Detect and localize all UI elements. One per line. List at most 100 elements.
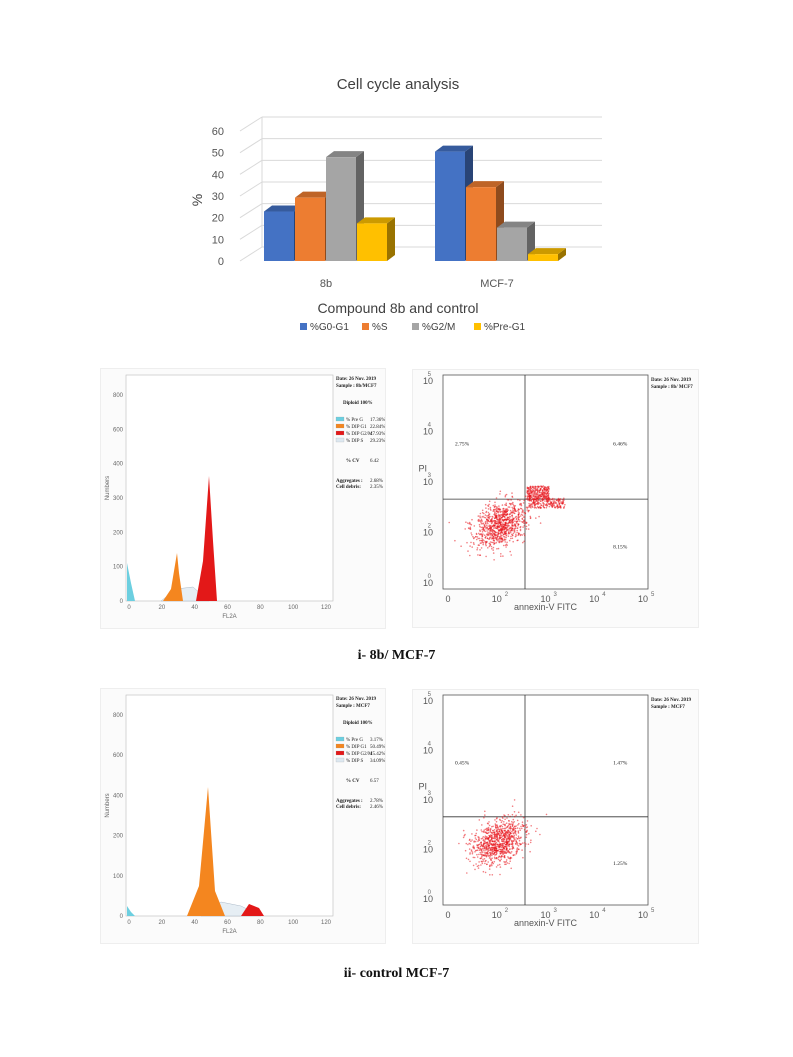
phase-value: 50.49% (370, 745, 385, 750)
bar-front (357, 223, 387, 261)
phase-swatch (335, 750, 345, 756)
phase-label: % DIP S (346, 439, 364, 444)
x-tick-exponent: 4 (602, 908, 606, 914)
svg-text:10: 10 (492, 594, 502, 604)
phase-value: 34.09% (370, 759, 385, 764)
y-tick-exponent: 4 (428, 742, 432, 748)
y-tick-label: 0 (218, 256, 224, 268)
dna-histogram-panel-control: 0 100 200 400 600 800 0 20 40 60 80 100 120 Numbers FL… (100, 688, 386, 944)
y-tick-label: 800 (113, 393, 124, 399)
event-cloud (448, 485, 566, 561)
quadrant-upper-right-value: 1.47% (613, 760, 628, 766)
x-tick-label: 0 (127, 920, 131, 926)
phase-value: 22.84% (370, 425, 385, 430)
y-tick-label: 100 (113, 874, 124, 880)
cell-debris-label: Cell debris: (336, 485, 361, 490)
y-axis-title: % (189, 194, 205, 206)
grid-line-diagonal (239, 224, 263, 240)
phase-value: 47.93% (370, 432, 385, 437)
dna-histogram-panel-8b: 0 100 200 300 400 600 800 0 20 40 60 80 100 120 Number… (100, 368, 386, 629)
aggregates-value: 2.78% (370, 799, 383, 804)
y-tick-label: 0 (120, 599, 124, 605)
sample-label: Sample : MCF7 (336, 704, 370, 709)
phase-swatch (335, 437, 345, 443)
phase-value: 3.17% (370, 738, 383, 743)
y-tick-label: 10 (212, 234, 224, 246)
y-tick-label: 600 (113, 427, 124, 433)
pre-g-peak (127, 563, 135, 601)
bar-top (497, 221, 535, 228)
chart-legend: %G0-G1 %S %G2/M %Pre-G1 (300, 322, 526, 333)
grid-line-diagonal (239, 159, 263, 175)
x-tick-exponent: 2 (505, 592, 509, 598)
bar-mcf-7-preg1 (528, 248, 566, 261)
svg-text:0: 0 (445, 910, 450, 920)
sample-label: Sample : 8b/ MCF7 (651, 385, 693, 390)
plot-area (442, 694, 649, 906)
cv-value: 6.57 (370, 779, 379, 784)
grid-line-diagonal (239, 181, 263, 197)
svg-text:10: 10 (589, 910, 599, 920)
aggregates-value: 2.68% (370, 479, 383, 484)
chart-title: Cell cycle analysis (337, 76, 460, 93)
y-tick-exponent: 2 (428, 841, 432, 847)
quadrant-lower-right-value: 8.15% (613, 544, 628, 550)
dip-g2m-peak (241, 904, 264, 916)
chart-y-ticks: 0 10 20 30 40 50 60 (212, 126, 224, 268)
aggregates-label: Aggregates : (336, 479, 363, 484)
bar-front (264, 211, 294, 261)
bar-front (528, 254, 558, 261)
bar-top (466, 181, 504, 188)
svg-text:10: 10 (423, 376, 433, 386)
caption-bottom: ii- control MCF-7 (343, 966, 450, 981)
phase-value: 17.36% (370, 418, 385, 423)
x-tick-exponent: 3 (554, 592, 558, 598)
x-tick-label: 60 (224, 920, 231, 926)
y-tick-exponent: 4 (428, 423, 432, 429)
phase-swatch (335, 743, 345, 749)
dna-histogram-control: 0 100 200 400 600 800 0 20 40 60 80 100 120 Numbers FL… (105, 694, 385, 935)
quadrant-upper-left-value: 0.45% (455, 760, 470, 766)
x-tick-label: 20 (158, 605, 165, 611)
x-tick-exponent: 3 (554, 908, 558, 914)
x-tick-label: 100 (288, 605, 299, 611)
phase-swatch (335, 757, 345, 763)
dip-g1-peak (163, 553, 183, 601)
y-tick-exponent: 0 (428, 890, 432, 896)
diploid-label: Diploid 100% (343, 721, 373, 726)
y-axis-title: Numbers (105, 476, 111, 500)
svg-text:10: 10 (423, 528, 433, 538)
phase-swatch (335, 423, 345, 429)
plot-area (442, 374, 649, 590)
x-axis-title: FL2A (222, 614, 236, 620)
bar-top (357, 217, 395, 224)
legend-swatch (300, 323, 307, 330)
y-tick-label: 0 (120, 914, 124, 920)
cell-debris-label: Cell debris: (336, 805, 361, 810)
y-tick-exponent: 2 (428, 524, 432, 530)
x-axis-title: FL2A (222, 929, 236, 935)
y-tick-label: 200 (113, 530, 124, 536)
y-tick-label: 400 (113, 462, 124, 468)
x-tick-label: 80 (257, 605, 264, 611)
svg-text:10: 10 (423, 894, 433, 904)
svg-text:10: 10 (540, 594, 550, 604)
legend-swatch (474, 323, 481, 330)
plot-area (125, 374, 334, 602)
date-label: Date: 26 Nov. 2019 (336, 377, 376, 382)
legend-label: %S (372, 322, 388, 333)
y-tick-label: 800 (113, 713, 124, 719)
x-tick-exponent: 4 (602, 592, 606, 598)
x-tick-label: 80 (257, 920, 264, 926)
chart-bars (264, 145, 566, 261)
bar-front (295, 197, 325, 261)
y-axis-title: Numbers (105, 793, 111, 817)
phase-swatch (335, 416, 345, 422)
y-tick-label: 50 (212, 148, 224, 160)
y-axis-title: PI (418, 463, 427, 473)
phase-label: % DIP G2/M (346, 432, 373, 437)
x-axis-title: annexin-V FITC (514, 602, 578, 612)
phase-label: % DIP S (346, 759, 364, 764)
